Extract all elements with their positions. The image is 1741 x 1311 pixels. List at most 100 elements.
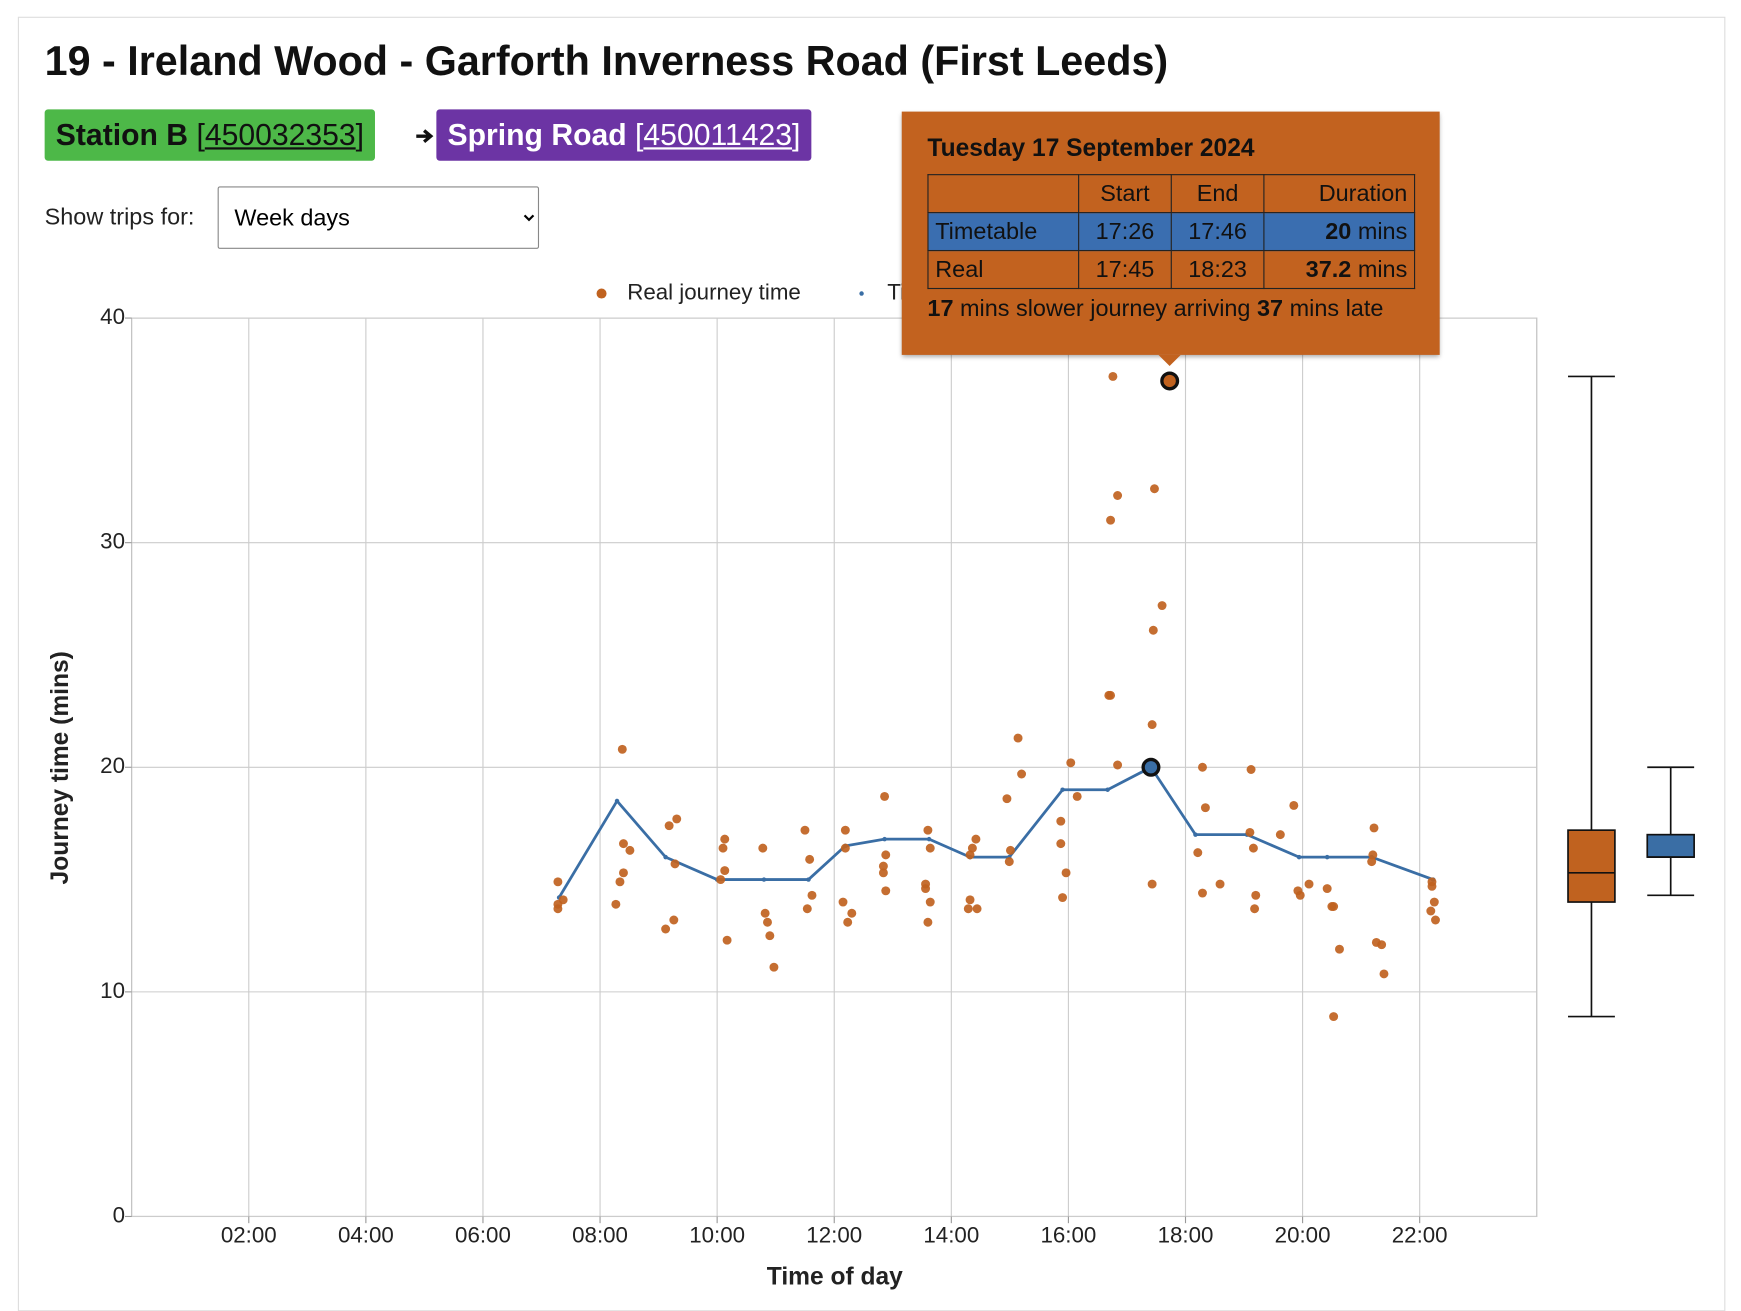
start: 17:26 [1078, 212, 1172, 252]
point [1248, 843, 1258, 853]
y-axis-label: Journey time (mins) [47, 651, 74, 884]
point [664, 821, 674, 831]
point [1429, 897, 1439, 907]
point [1369, 823, 1379, 833]
point [1200, 803, 1210, 813]
duration: 37.2 mins [1263, 249, 1416, 290]
line-point [663, 854, 668, 860]
point [1246, 765, 1256, 774]
point [925, 843, 935, 853]
point [720, 866, 730, 876]
y-tick-label: 30 [100, 529, 125, 554]
point [1004, 857, 1014, 867]
point [805, 854, 815, 864]
point [881, 850, 891, 860]
point [1377, 940, 1387, 950]
line-point [614, 798, 620, 804]
point [1017, 769, 1027, 779]
from-stop: Station B 450032353 [44, 109, 376, 161]
point [763, 917, 772, 927]
point [611, 899, 621, 909]
late-text: mins late [1289, 295, 1384, 322]
line-point [1105, 787, 1110, 792]
point [1379, 969, 1389, 979]
x-tick-label: 16:00 [1040, 1222, 1096, 1247]
point [1431, 915, 1440, 925]
box [1567, 829, 1616, 903]
point [847, 908, 857, 918]
point [615, 877, 625, 887]
unit: mins [1357, 256, 1408, 282]
tooltip: Tuesday 17 September 2024 Start End Durati… [901, 111, 1440, 367]
point [1056, 839, 1066, 849]
point [878, 868, 888, 878]
to-name: Spring Road [447, 118, 627, 152]
start: 17:45 [1078, 249, 1172, 290]
line-point [882, 836, 887, 842]
slower-text: mins slower journey arriving [960, 295, 1251, 322]
point [840, 825, 850, 835]
point [619, 868, 628, 878]
point [1160, 371, 1180, 391]
point [1106, 690, 1116, 700]
point [1275, 830, 1285, 840]
blank-header [927, 174, 1080, 214]
x-tick-label: 06:00 [455, 1222, 511, 1247]
x-tick-label: 04:00 [338, 1222, 394, 1247]
point [972, 904, 982, 914]
y-tick-label: 10 [100, 978, 125, 1003]
point [1250, 904, 1260, 914]
point [1058, 893, 1068, 903]
arrow [416, 129, 434, 144]
point [1304, 879, 1314, 889]
point [881, 886, 891, 896]
point [765, 931, 775, 941]
line-point [1060, 787, 1065, 792]
point [965, 895, 975, 905]
y-tick-label: 40 [100, 304, 125, 329]
point [1251, 890, 1261, 900]
point [1289, 800, 1299, 810]
col-header: Duration [1263, 174, 1416, 214]
point [1113, 491, 1123, 500]
point [558, 895, 568, 905]
point [1002, 794, 1012, 804]
x-tick-label: 22:00 [1392, 1222, 1448, 1247]
x-tick-label: 14:00 [923, 1222, 979, 1247]
point [800, 825, 810, 835]
point [722, 935, 732, 945]
to-code[interactable]: 450011423 [635, 118, 800, 151]
point [967, 843, 977, 853]
point [1147, 720, 1157, 730]
point [1367, 857, 1377, 867]
point [1113, 760, 1123, 770]
end: 17:46 [1170, 212, 1265, 252]
point [843, 917, 853, 927]
point [1198, 888, 1207, 898]
point [921, 884, 931, 894]
point [1150, 484, 1159, 494]
point [625, 845, 635, 855]
point [1072, 792, 1082, 801]
tooltip-summary: 17 mins slower journey arriving 37 mins … [927, 296, 1439, 323]
point [923, 825, 933, 835]
point [716, 875, 726, 885]
x-tick-label: 12:00 [806, 1222, 862, 1247]
point [769, 962, 779, 972]
point [1295, 890, 1305, 900]
point [669, 915, 679, 925]
trip-filter[interactable]: Week days [217, 186, 540, 249]
x-tick-label: 10:00 [689, 1222, 745, 1247]
from-code[interactable]: 450032353 [196, 118, 364, 151]
point [720, 834, 730, 844]
line-point [1141, 757, 1161, 777]
point [1005, 845, 1015, 855]
x-tick-label: 08:00 [572, 1222, 628, 1247]
point [1066, 758, 1076, 768]
tooltip-table: Start End Duration Timetable 17:26 17:46 20 m… [927, 174, 1416, 290]
line-point [806, 877, 811, 882]
point [1148, 625, 1158, 635]
x-tick-label: 02:00 [221, 1222, 277, 1247]
col-header: Start [1078, 174, 1172, 214]
